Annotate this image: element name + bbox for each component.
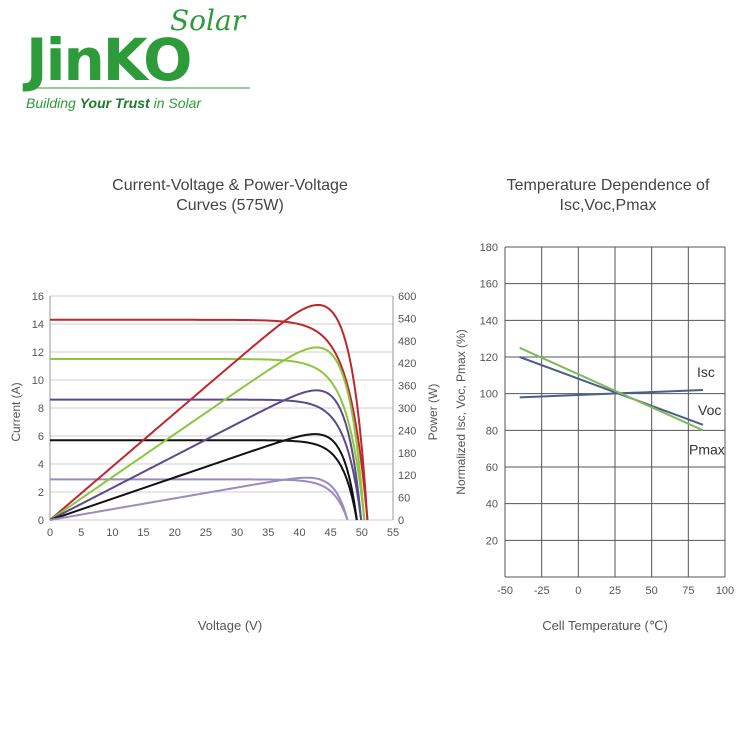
iv-y-tick-label: 6 [38, 431, 44, 443]
pv-curves [49, 303, 369, 521]
tagline-start: Building [26, 95, 80, 111]
pv-curve-5 [49, 476, 349, 521]
iv-y2-tick-label: 360 [398, 381, 416, 393]
temp-x-tick-label: 100 [716, 585, 734, 597]
temp-x-tick-label: 50 [646, 585, 658, 597]
iv-y-tick-label: 8 [38, 403, 44, 415]
temp-lines [519, 346, 704, 432]
temp-line-voc [519, 356, 704, 426]
iv-y2-tick-label: 60 [398, 493, 410, 505]
pv-curve-3 [49, 389, 363, 521]
iv-y2-tick-label: 180 [398, 448, 416, 460]
tagline-end: in Solar [150, 95, 203, 111]
temp-y-tick-label: 40 [486, 499, 498, 511]
temp-line-pmax [519, 346, 704, 432]
logo-solar-text: Solar [170, 4, 247, 37]
iv-x-tick-label: 5 [78, 527, 84, 539]
temp-x-tick-label: 25 [609, 585, 621, 597]
iv-x-axis-label: Voltage (V) [198, 618, 262, 633]
iv-x-tick-label: 35 [262, 527, 274, 539]
iv-x-tick-label: 20 [169, 527, 181, 539]
iv-curves [50, 318, 369, 521]
temp-x-tick-label: -25 [534, 585, 550, 597]
iv-y-tick-label: 16 [32, 291, 44, 303]
iv-x-tick-label: 25 [200, 527, 212, 539]
iv-y2-tick-label: 480 [398, 336, 416, 348]
iv-curve-5 [50, 478, 349, 521]
iv-y-axis-label: Current (A) [9, 382, 23, 441]
temp-line-isc [519, 389, 704, 399]
iv-grid [49, 295, 394, 521]
temp-y-tick-label: 60 [486, 462, 498, 474]
iv-pv-chart: Current-Voltage & Power-Voltage Curves (… [9, 177, 440, 633]
iv-x-tick-label: 40 [293, 527, 305, 539]
temp-x-tick-label: -50 [497, 585, 513, 597]
temp-x-ticks: -50 -25 0 25 50 75 100 [497, 585, 734, 597]
iv-y2-tick-label: 540 [398, 313, 416, 325]
iv-curve-1 [50, 318, 369, 521]
iv-y-tick-label: 12 [32, 347, 44, 359]
iv-chart-title-line2: Curves (575W) [176, 197, 284, 214]
iv-x-tick-label: 55 [387, 527, 399, 539]
iv-x-tick-label: 45 [325, 527, 337, 539]
temp-y-tick-label: 120 [480, 352, 498, 364]
iv-y-tick-label: 2 [38, 487, 44, 499]
temp-series-labels: Isc Voc Pmax [689, 364, 725, 457]
iv-x-tick-label: 30 [231, 527, 243, 539]
iv-y2-axis-label: Power (W) [426, 384, 440, 441]
logo-jinko-text: JinKO [22, 26, 190, 94]
iv-y-tick-label: 10 [32, 375, 44, 387]
temp-y-tick-label: 20 [486, 535, 498, 547]
jinko-logo: Solar JinKO Building Your Trust in Solar [22, 4, 250, 111]
temp-y-tick-label: 180 [480, 242, 498, 254]
iv-y2-tick-label: 120 [398, 470, 416, 482]
temp-y-ticks: 20 40 60 80 100 120 140 160 180 [480, 242, 498, 547]
iv-y-ticks: 0 2 4 6 8 10 12 14 16 [32, 291, 44, 527]
iv-y-tick-label: 4 [38, 459, 44, 471]
temp-x-axis-label: Cell Temperature (℃) [542, 618, 668, 633]
iv-y2-tick-label: 240 [398, 425, 416, 437]
tagline-bold: Your Trust [80, 95, 151, 111]
pv-curve-4 [49, 433, 358, 521]
temp-y-tick-label: 140 [480, 315, 498, 327]
temp-chart-title-line2: Isc,Voc,Pmax [560, 197, 657, 214]
iv-y-tick-label: 14 [32, 319, 44, 331]
temperature-chart: Temperature Dependence of Isc,Voc,Pmax 2… [454, 177, 734, 633]
iv-y2-tick-label: 300 [398, 403, 416, 415]
pv-curve-1 [49, 303, 369, 521]
temp-series-label-isc: Isc [697, 364, 715, 380]
iv-curve-3 [50, 398, 363, 521]
temp-y-tick-label: 100 [480, 389, 498, 401]
iv-y2-tick-label: 0 [398, 515, 404, 527]
iv-y2-tick-label: 600 [398, 291, 416, 303]
pv-curve-2 [49, 346, 366, 521]
temp-x-tick-label: 75 [682, 585, 694, 597]
iv-x-tick-label: 0 [47, 527, 53, 539]
temp-grid [504, 246, 726, 578]
temp-series-label-pmax: Pmax [689, 441, 725, 457]
logo-tagline: Building Your Trust in Solar [26, 95, 202, 111]
temp-chart-title-line1: Temperature Dependence of [507, 177, 710, 194]
iv-y2-ticks: 0 60 120 180 240 300 360 420 480 540 600 [398, 291, 416, 527]
iv-x-tick-label: 50 [356, 527, 368, 539]
temp-series-label-voc: Voc [698, 402, 721, 418]
temp-y-axis-label: Normalized Isc, Voc, Pmax (%) [454, 329, 468, 494]
iv-curve-2 [50, 358, 366, 521]
iv-chart-title-line1: Current-Voltage & Power-Voltage [112, 177, 348, 194]
temp-x-tick-label: 0 [575, 585, 581, 597]
temp-y-tick-label: 160 [480, 279, 498, 291]
temp-y-tick-label: 80 [486, 425, 498, 437]
iv-y2-tick-label: 420 [398, 358, 416, 370]
iv-x-tick-label: 15 [137, 527, 149, 539]
iv-x-ticks: 0 5 10 15 20 25 30 35 40 45 50 55 [47, 527, 399, 539]
iv-x-tick-label: 10 [106, 527, 118, 539]
iv-y-tick-label: 0 [38, 515, 44, 527]
